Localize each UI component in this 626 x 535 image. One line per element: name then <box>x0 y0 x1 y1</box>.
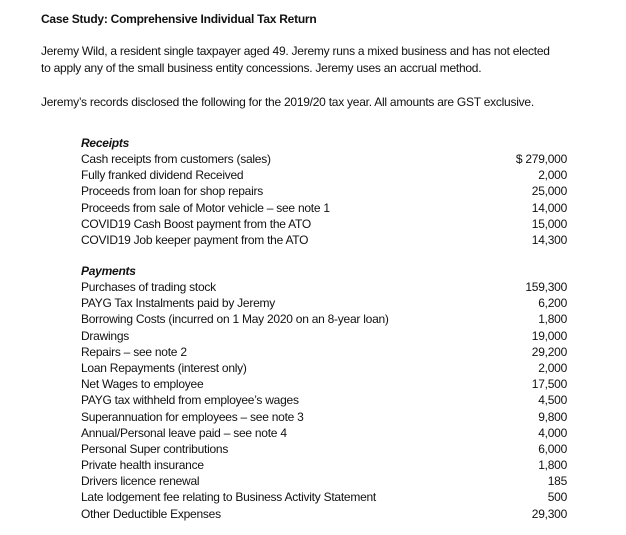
receipts-row: Cash receipts from customers (sales) $ 27… <box>81 151 567 167</box>
item-label: Fully franked dividend Received <box>81 168 244 183</box>
payments-row: PAYG tax withheld from employee’s wages 4… <box>81 392 567 408</box>
item-amount: 29,200 <box>531 344 567 359</box>
item-amount: 4,000 <box>538 425 567 440</box>
item-label: PAYG Tax Instalments paid by Jeremy <box>81 296 276 311</box>
receipts-row: Proceeds from sale of Motor vehicle – se… <box>81 200 567 216</box>
item-amount: 185 <box>547 474 568 489</box>
item-label: Purchases of trading stock <box>81 280 216 294</box>
item-label: Drawings <box>81 328 130 343</box>
item-amount: 14,300 <box>531 232 567 247</box>
page-title: Case Study: Comprehensive Individual Tax… <box>41 12 317 26</box>
item-amount: 15,000 <box>531 216 567 231</box>
item-amount: 29,300 <box>531 506 567 521</box>
item-amount: 25,000 <box>531 184 567 199</box>
item-label: COVID19 Job keeper payment from the ATO <box>81 232 309 247</box>
item-label: Late lodgement fee relating to Business … <box>81 490 377 505</box>
item-label: Other Deductible Expenses <box>81 506 221 521</box>
item-amount: 14,000 <box>531 200 567 215</box>
item-label: Borrowing Costs (incurred on 1 May 2020 … <box>81 312 389 327</box>
payments-row: Annual/Personal leave paid – see note 4 4… <box>81 425 567 441</box>
item-label: PAYG tax withheld from employee’s wages <box>81 393 299 408</box>
receipts-row: Proceeds from loan for shop repairs 25,00… <box>81 183 567 199</box>
item-label: Cash receipts from customers (sales) <box>81 152 271 166</box>
receipts-section: Receipts Cash receipts from customers (s… <box>81 135 567 248</box>
item-amount: 4,500 <box>538 393 567 408</box>
payments-row: Loan Repayments (interest only) 2,000 <box>81 360 567 376</box>
payments-row: Private health insurance 1,800 <box>81 457 567 473</box>
payments-row: PAYG Tax Instalments paid by Jeremy 6,200 <box>81 295 567 311</box>
payments-row: Drivers licence renewal 185 <box>81 473 567 489</box>
item-amount: $ 279,000 <box>515 152 567 166</box>
item-label: Net Wages to employee <box>81 377 204 392</box>
receipts-row: Fully franked dividend Received 2,000 <box>81 167 567 183</box>
item-label: Repairs – see note 2 <box>81 344 187 359</box>
receipts-heading: Receipts <box>81 136 130 150</box>
payments-row: Repairs – see note 2 29,200 <box>81 344 567 360</box>
receipts-row: COVID19 Job keeper payment from the ATO 1… <box>81 232 567 248</box>
item-label: Proceeds from loan for shop repairs <box>81 184 264 199</box>
item-label: COVID19 Cash Boost payment from the ATO <box>81 216 311 231</box>
payments-row: Drawings 19,000 <box>81 328 567 344</box>
item-amount: 159,300 <box>525 280 567 294</box>
item-amount: 1,800 <box>538 312 567 327</box>
payments-row: Superannuation for employees – see note … <box>81 409 567 425</box>
item-amount: 6,200 <box>538 296 567 311</box>
payments-row: Borrowing Costs (incurred on 1 May 2020 … <box>81 311 567 327</box>
item-amount: 500 <box>547 490 568 505</box>
intro-line-2: to apply any of the small business entit… <box>41 61 482 75</box>
payments-row: Net Wages to employee 17,500 <box>81 376 567 392</box>
payments-row: Personal Super contributions 6,000 <box>81 441 567 457</box>
receipts-row: COVID19 Cash Boost payment from the ATO 1… <box>81 216 567 232</box>
item-amount: 1,800 <box>538 458 567 473</box>
payments-heading: Payments <box>81 264 136 278</box>
payments-row: Late lodgement fee relating to Business … <box>81 489 567 505</box>
item-label: Private health insurance <box>81 458 204 473</box>
item-amount: 19,000 <box>531 328 567 343</box>
item-amount: 2,000 <box>538 168 567 183</box>
item-amount: 9,800 <box>538 409 567 424</box>
item-label: Personal Super contributions <box>81 441 229 456</box>
item-amount: 6,000 <box>538 441 567 456</box>
records-note: Jeremy’s records disclosed the following… <box>41 95 534 109</box>
item-amount: 17,500 <box>531 377 567 392</box>
item-label: Loan Repayments (interest only) <box>81 360 247 375</box>
item-label: Drivers licence renewal <box>81 474 200 489</box>
item-label: Superannuation for employees – see note … <box>81 409 304 424</box>
item-amount: 2,000 <box>538 360 567 375</box>
item-label: Annual/Personal leave paid – see note 4 <box>81 425 287 440</box>
payments-row: Purchases of trading stock 159,300 <box>81 279 567 295</box>
payments-section: Payments Purchases of trading stock 159,3… <box>81 263 567 522</box>
intro-line-1: Jeremy Wild, a resident single taxpayer … <box>41 44 550 58</box>
payments-row: Other Deductible Expenses 29,300 <box>81 506 567 522</box>
item-label: Proceeds from sale of Motor vehicle – se… <box>81 200 330 215</box>
